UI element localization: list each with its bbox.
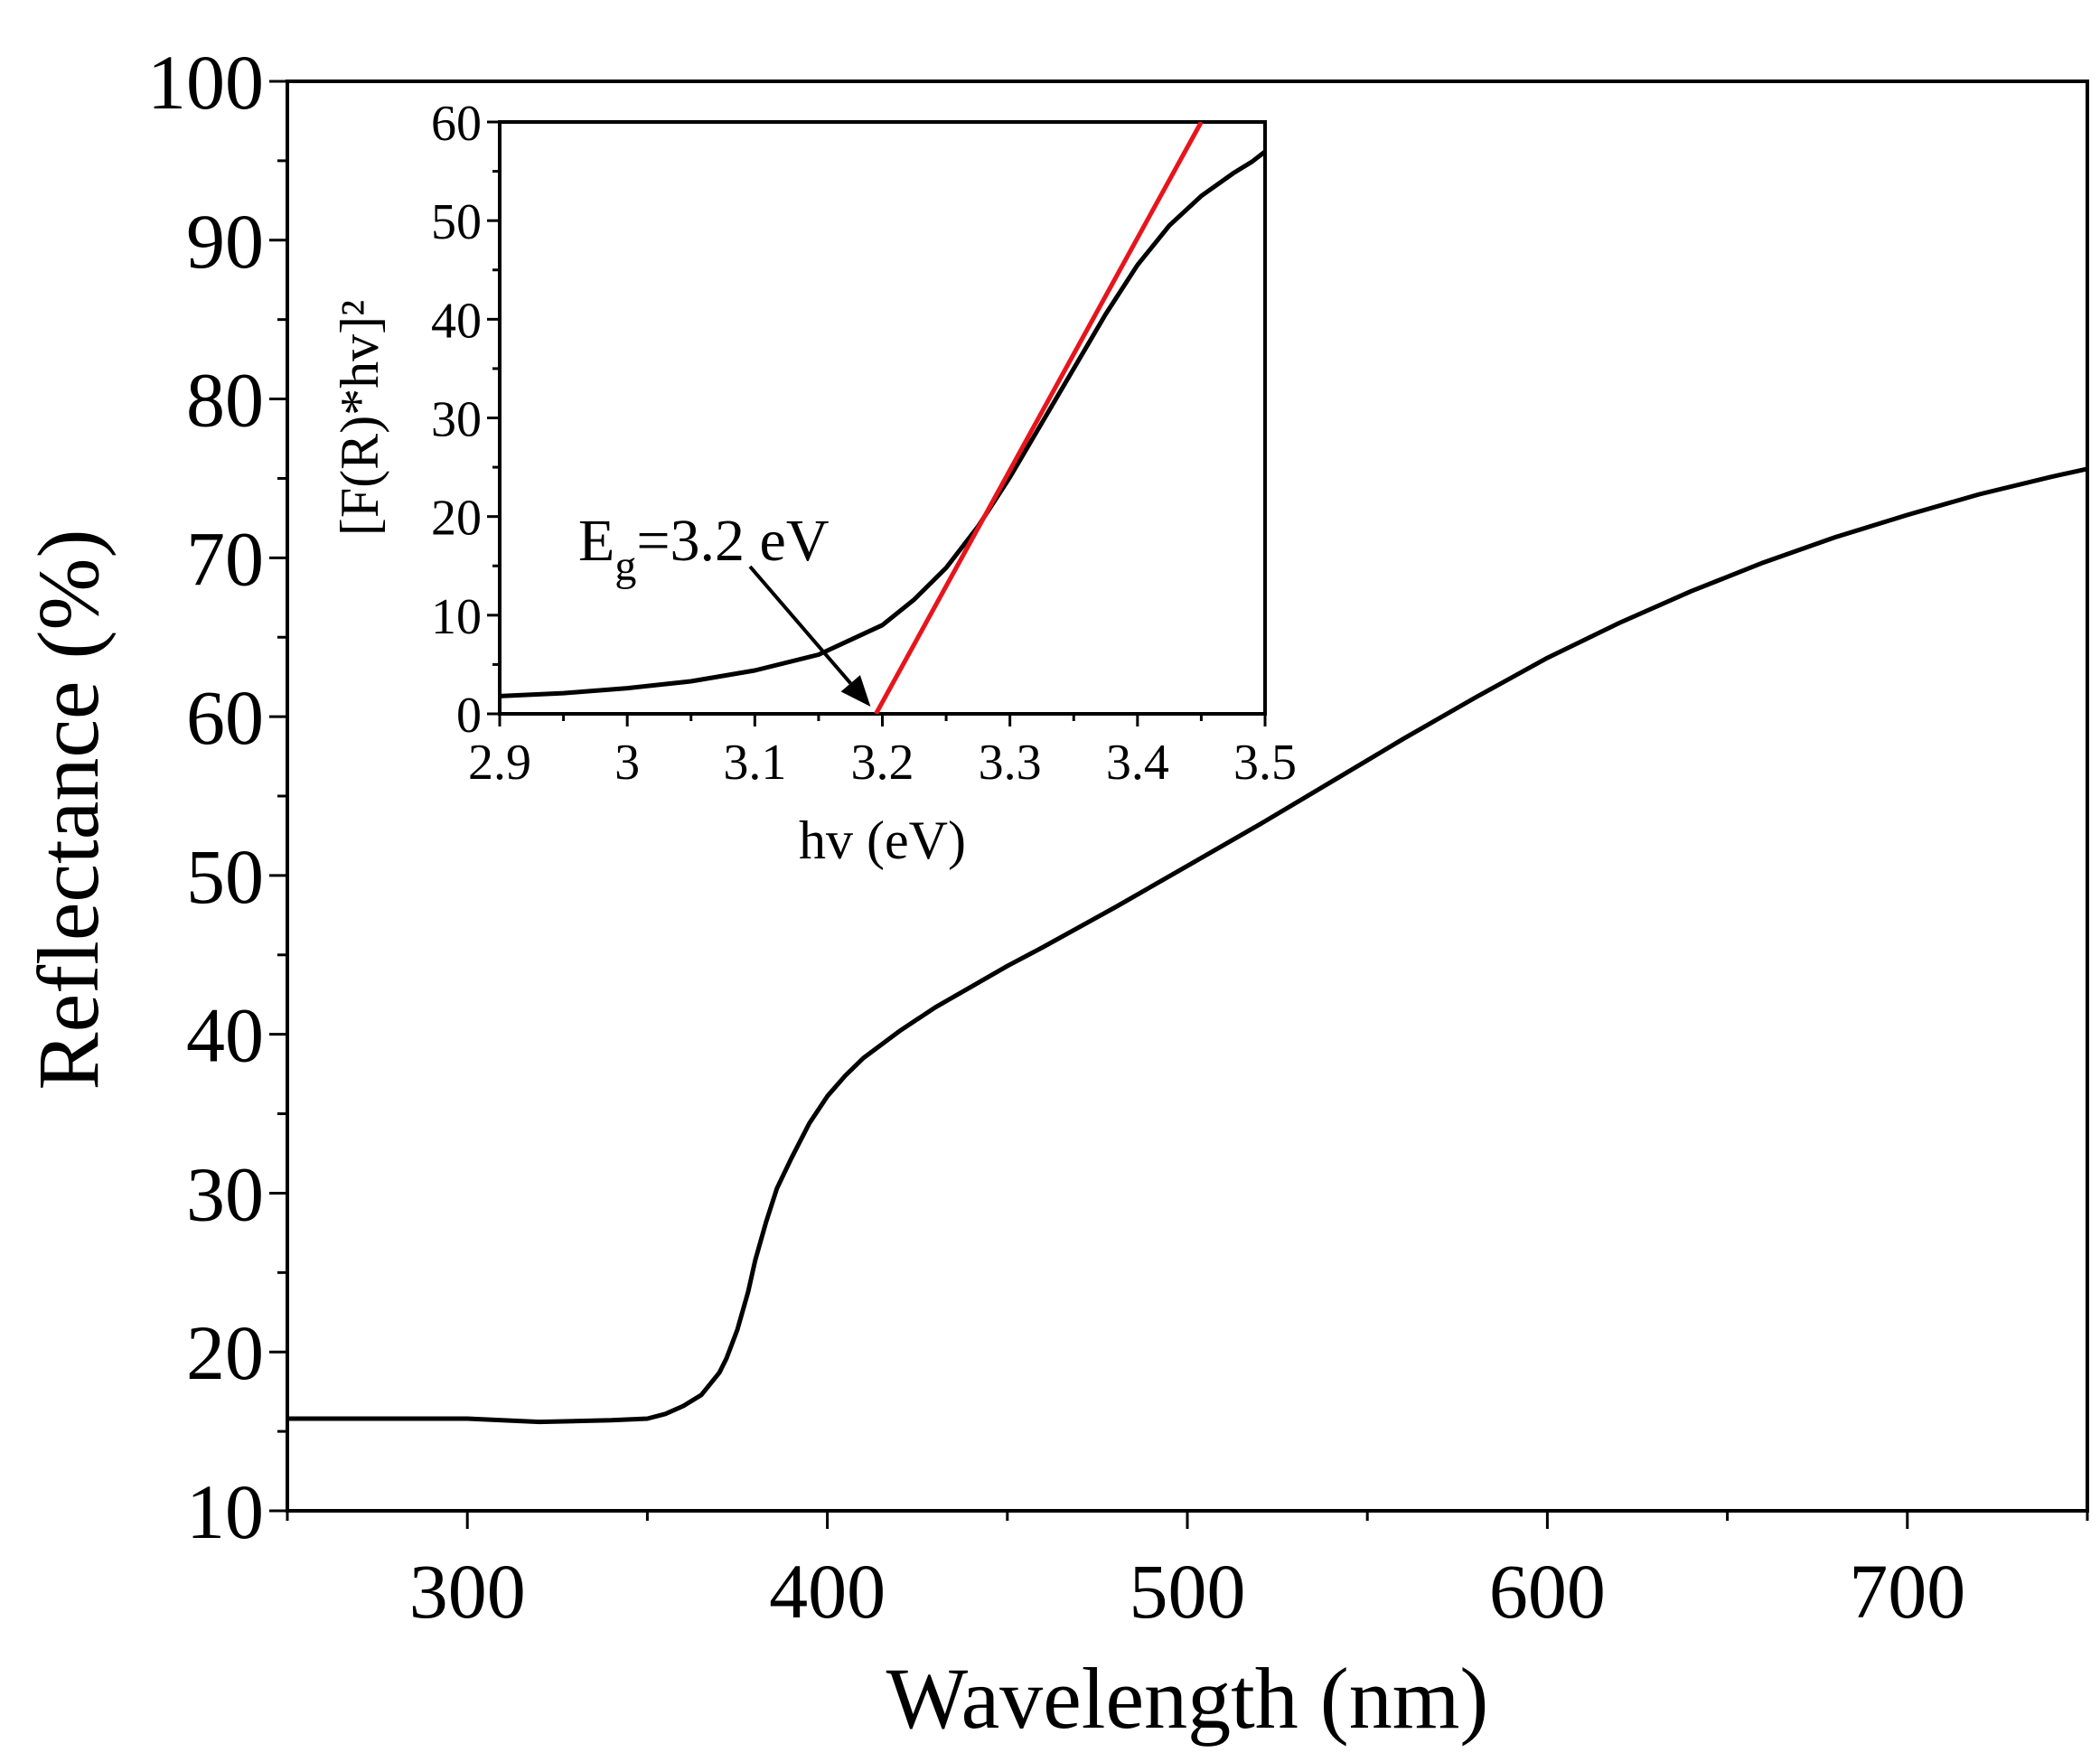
main-x-tick-label: 700	[1849, 1548, 1965, 1635]
inset-y-tick-label: 10	[431, 589, 482, 645]
main-series-line	[287, 466, 2088, 1425]
inset-x-tick-label: 3.3	[979, 735, 1042, 791]
inset-x-tick-label: 3.1	[723, 735, 786, 791]
inset-y-tick-label: 0	[456, 688, 482, 744]
bandgap-subscript: g	[614, 542, 636, 590]
main-plot: 300 400 500 600 700102030405060708090100Wave…	[20, 39, 2089, 1747]
inset-y-tick-label: 60	[431, 96, 482, 152]
main-x-tick-label: 600	[1489, 1548, 1606, 1635]
main-y-tick-label: 50	[186, 833, 264, 920]
main-y-tick-label: 70	[186, 515, 264, 602]
annotation-arrow-head	[840, 675, 871, 707]
inset-plot-frame	[498, 120, 1267, 716]
main-x-tick-label: 400	[769, 1548, 886, 1635]
inset-x-tick-label: 3	[614, 735, 640, 791]
inset-y-tick-label: 50	[431, 194, 482, 250]
main-y-tick-label: 10	[186, 1468, 264, 1555]
inset-y-tick-label: 30	[431, 392, 482, 448]
main-x-axis-title: Wavelength (nm)	[886, 1650, 1489, 1747]
main-y-tick-label: 80	[186, 357, 264, 444]
inset-y-tick-label: 40	[431, 293, 482, 349]
main-y-tick-label: 100	[147, 39, 264, 126]
bandgap-annotation: Eg=3.2 eV	[578, 508, 830, 590]
inset-x-tick-label: 2.9	[468, 735, 531, 791]
inset-x-tick-label: 3.5	[1233, 735, 1297, 791]
annotation-arrow-shaft	[748, 565, 852, 685]
main-y-tick-label: 60	[186, 674, 264, 761]
main-x-tick-label: 500	[1130, 1548, 1246, 1635]
main-y-tick-label: 90	[186, 198, 264, 285]
inset-x-tick-label: 3.4	[1106, 735, 1169, 791]
main-y-axis-title: Reflectance (%)	[20, 530, 117, 1091]
bandgap-value: =3.2 eV	[636, 508, 829, 574]
inset-y-tick-label: 20	[431, 491, 482, 547]
main-y-tick-label: 30	[186, 1150, 264, 1237]
main-y-tick-label: 20	[186, 1309, 264, 1396]
bandgap-symbol: E	[578, 508, 614, 574]
inset-fit-line	[874, 122, 1204, 714]
inset-x-tick-label: 3.2	[851, 735, 914, 791]
inset-x-axis-title: hv (eV)	[799, 811, 966, 870]
main-y-tick-label: 40	[186, 992, 264, 1079]
main-x-tick-label: 300	[409, 1548, 526, 1635]
inset-plot: 2.9 3 3.1 3.2 3.3 3.4 3.5 0 10 20 30 40 50 60 hv (eV) […	[330, 96, 1297, 870]
inset-y-axis-title: [F(R)*hv]²	[330, 300, 389, 536]
